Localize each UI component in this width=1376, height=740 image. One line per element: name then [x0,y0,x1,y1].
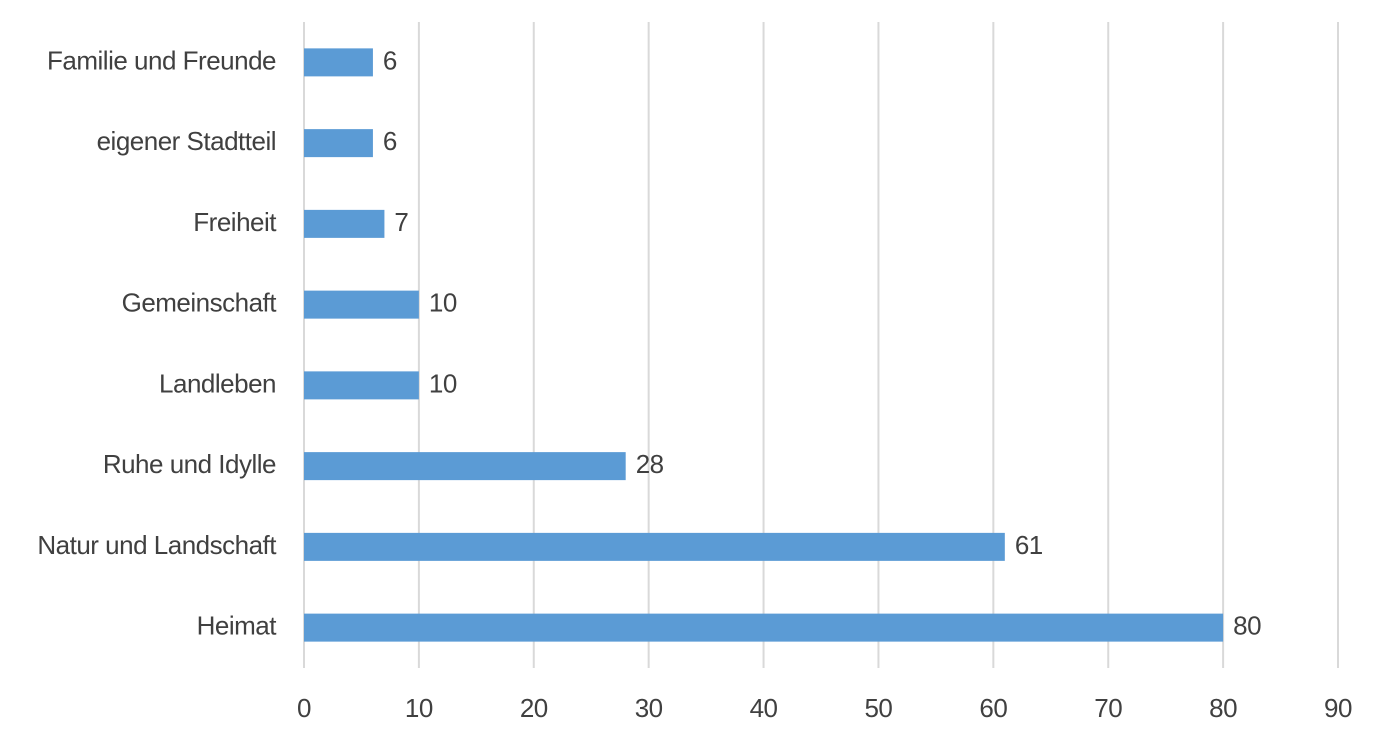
data-label: 6 [383,126,397,156]
y-tick-label: Gemeinschaft [122,288,278,318]
bar [304,371,419,400]
y-tick-label: Ruhe und Idylle [103,449,276,479]
x-tick-label: 50 [864,693,892,723]
y-tick-label: Landleben [159,368,276,398]
data-label: 6 [383,45,397,75]
x-tick-label: 90 [1324,693,1352,723]
x-tick-label: 20 [520,693,548,723]
y-tick-label: Freiheit [193,207,277,237]
data-label: 10 [429,368,457,398]
bar [304,613,1224,642]
bar [304,129,373,158]
data-label: 28 [636,449,664,479]
bar [304,452,626,481]
data-label: 61 [1015,530,1043,560]
x-tick-label: 0 [297,693,311,723]
bar [304,532,1005,561]
bar [304,290,419,319]
y-tick-label: eigener Stadtteil [97,126,276,156]
x-tick-label: 10 [405,693,433,723]
data-label: 80 [1233,611,1261,641]
y-tick-label: Heimat [197,611,278,641]
y-tick-label: Familie und Freunde [47,45,276,75]
x-tick-label: 40 [750,693,778,723]
bar [304,209,385,238]
x-tick-label: 70 [1094,693,1122,723]
bar [304,48,373,77]
y-tick-label: Natur und Landschaft [37,530,277,560]
x-tick-label: 80 [1209,693,1237,723]
data-label: 10 [429,288,457,318]
data-label: 7 [394,207,408,237]
x-tick-label: 60 [979,693,1007,723]
x-tick-label: 30 [635,693,663,723]
